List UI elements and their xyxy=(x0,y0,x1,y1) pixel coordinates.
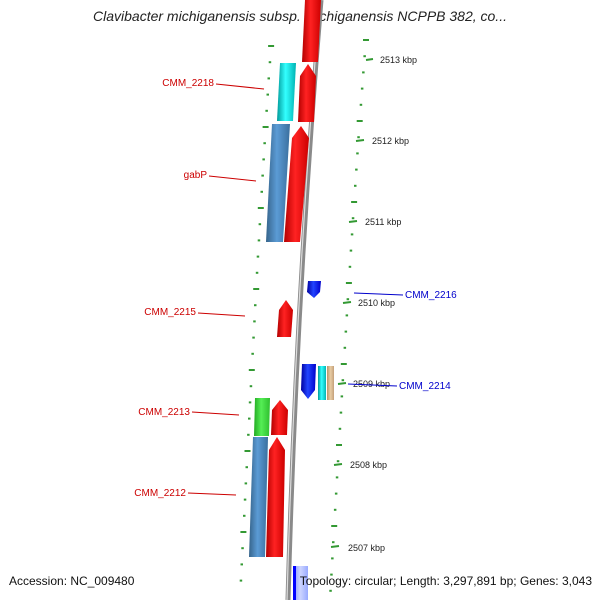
accession-text: Accession: NC_009480 xyxy=(9,574,135,588)
scale-2511: 2511 kbp xyxy=(348,217,401,227)
gene-label-text: CMM_2215 xyxy=(144,307,196,318)
scale-label: 2512 kbp xyxy=(372,136,409,146)
gene-label-CMM_2218[interactable]: CMM_2218 xyxy=(162,78,265,90)
scale-label: 2511 kbp xyxy=(365,217,401,227)
map-title: Clavibacter michiganensis subsp. michiga… xyxy=(93,8,507,24)
gene-label-text: CMM_2212 xyxy=(134,488,186,499)
topology-text: Topology: circular; Length: 3,297,891 bp… xyxy=(299,574,592,588)
cds-features xyxy=(249,63,334,557)
gene-arrow-reverse[interactable] xyxy=(293,566,308,600)
gene-arrow-forward[interactable] xyxy=(298,64,316,122)
gene-label-CMM_2215[interactable]: CMM_2215 xyxy=(144,307,246,318)
outer-tick-arc xyxy=(329,39,369,592)
gene-label-CMM_2214[interactable]: CMM_2214 xyxy=(347,381,451,392)
scale-2513: 2513 kbp xyxy=(365,55,417,65)
gene-label-CMM_2212[interactable]: CMM_2212 xyxy=(134,488,237,499)
gene-arrow-forward[interactable] xyxy=(302,0,321,62)
gene-arrow-forward[interactable] xyxy=(284,126,309,242)
gene-arrow-reverse-edge xyxy=(293,566,296,600)
reverse-genes xyxy=(293,281,321,600)
scale-2512: 2512 kbp xyxy=(355,136,409,146)
cds-steelblue[interactable] xyxy=(249,437,268,557)
scale-2508: 2508 kbp xyxy=(333,460,387,470)
cds-tan[interactable] xyxy=(327,366,334,400)
gene-label-text: gabP xyxy=(184,170,208,181)
scale-2509: 2509 kbp xyxy=(337,379,390,389)
gene-label-CMM_2216[interactable]: CMM_2216 xyxy=(353,290,457,301)
scale-2507: 2507 kbp xyxy=(330,543,385,553)
gene-arrow-forward[interactable] xyxy=(266,437,285,557)
gene-arrow-forward[interactable] xyxy=(277,300,293,337)
gene-label-text: CMM_2216 xyxy=(405,290,457,301)
cds-cyan[interactable] xyxy=(277,63,296,121)
gene-label-text: CMM_2213 xyxy=(138,407,190,418)
scale-2510: 2510 kbp xyxy=(342,298,395,308)
scale-label: 2513 kbp xyxy=(380,55,417,65)
inner-tick-arc xyxy=(239,45,275,582)
cds-cyan[interactable] xyxy=(318,366,326,400)
scale-label: 2510 kbp xyxy=(358,298,395,308)
gene-label-CMM_2213[interactable]: CMM_2213 xyxy=(138,407,240,418)
scale-label: 2509 kbp xyxy=(353,379,390,389)
gene-arrow-forward[interactable] xyxy=(271,400,288,435)
gene-arrow-reverse[interactable] xyxy=(301,364,316,399)
gene-label-text: CMM_2214 xyxy=(399,381,451,392)
scale-label: 2508 kbp xyxy=(350,460,387,470)
cds-green[interactable] xyxy=(254,398,270,436)
gene-label-gabP[interactable]: gabP xyxy=(184,170,257,182)
gene-label-text: CMM_2218 xyxy=(162,78,214,89)
cds-steelblue[interactable] xyxy=(266,124,290,242)
scale-label: 2507 kbp xyxy=(348,543,385,553)
gene-arrow-reverse[interactable] xyxy=(307,281,321,298)
forward-genes xyxy=(266,0,321,557)
